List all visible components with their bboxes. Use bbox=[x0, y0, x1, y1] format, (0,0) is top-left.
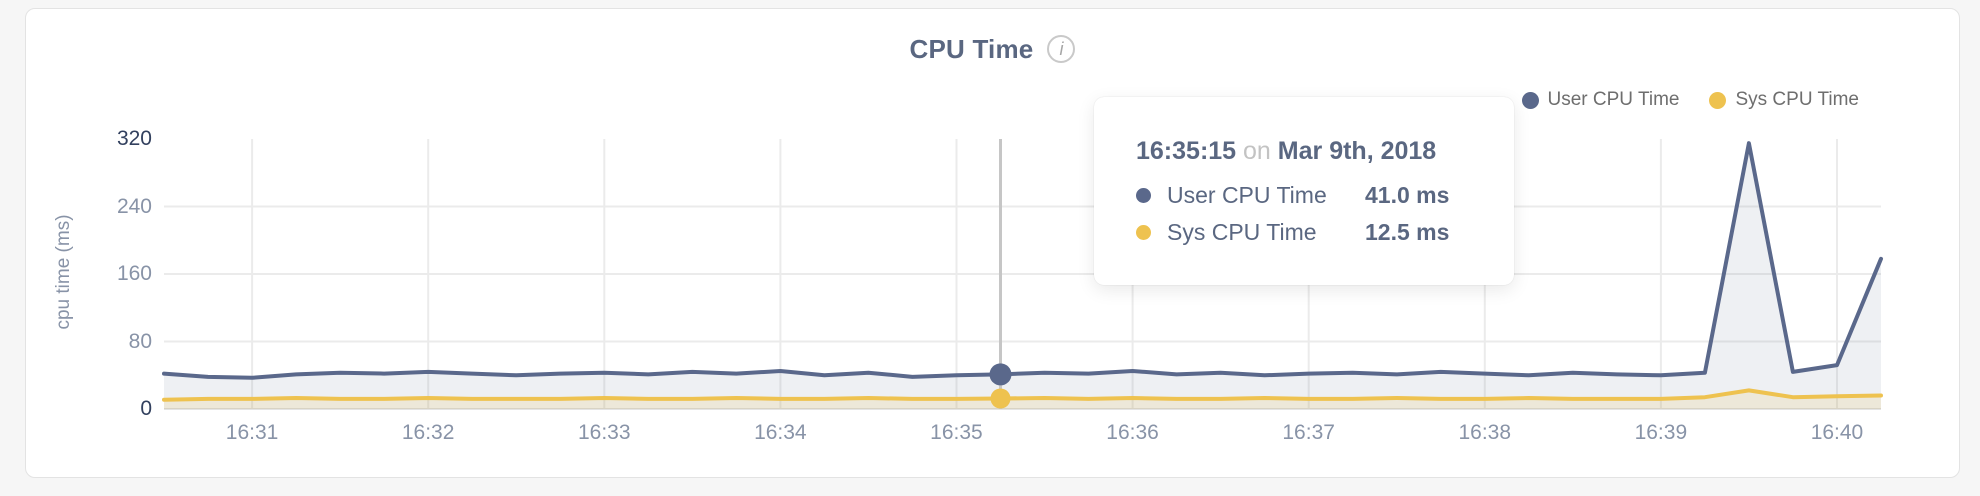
tooltip-user-value: 41.0 ms bbox=[1365, 182, 1450, 208]
tooltip-row-sys: Sys CPU Time 12.5 ms bbox=[1136, 219, 1514, 246]
x-axis-tick-label: 16:33 bbox=[577, 421, 631, 444]
user-series-dot-icon bbox=[1136, 188, 1151, 203]
y-axis-tick-label: 320 bbox=[116, 127, 152, 150]
x-axis-tick-label: 16:39 bbox=[1634, 421, 1688, 444]
tooltip-connector: on bbox=[1243, 137, 1271, 165]
chart-header: CPU Time i bbox=[26, 31, 1959, 67]
x-axis-tick-label: 16:40 bbox=[1810, 421, 1864, 444]
x-axis-tick-label: 16:36 bbox=[1106, 421, 1159, 444]
tooltip-title: 16:35:15 on Mar 9th, 2018 bbox=[1136, 137, 1514, 166]
cpu-time-chart-card: CPU Time i User CPU Time Sys CPU Time cp… bbox=[25, 8, 1960, 478]
tooltip-row-user: User CPU Time 41.0 ms bbox=[1136, 182, 1514, 209]
user-cpu-time-area bbox=[164, 143, 1881, 409]
tooltip-date: Mar 9th, 2018 bbox=[1277, 137, 1437, 165]
info-circle-icon[interactable]: i bbox=[1047, 35, 1076, 63]
sys-highlight-dot-icon[interactable] bbox=[990, 388, 1011, 409]
sys-cpu-time-line[interactable] bbox=[162, 388, 1883, 402]
tooltip-time: 16:35:15 bbox=[1136, 137, 1237, 165]
x-axis-tick-label: 16:32 bbox=[401, 421, 455, 444]
x-axis-tick-label: 16:37 bbox=[1282, 421, 1335, 444]
x-axis-tick-label: 16:35 bbox=[930, 421, 983, 444]
chart-tooltip: 16:35:15 on Mar 9th, 2018 User CPU Time … bbox=[1094, 97, 1514, 285]
user-series-dot-icon bbox=[1521, 91, 1539, 109]
sys-series-dot-icon bbox=[1709, 91, 1727, 109]
y-axis-tick-label: 160 bbox=[116, 262, 152, 285]
tooltip-user-label: User CPU Time bbox=[1167, 182, 1327, 208]
y-axis-tick-label: 240 bbox=[116, 194, 152, 218]
x-axis-tick-label: 16:31 bbox=[225, 421, 279, 444]
y-axis-label: cpu time (ms) bbox=[53, 214, 74, 330]
info-glyph: i bbox=[1059, 38, 1064, 59]
sys-series-dot-icon bbox=[1136, 225, 1151, 240]
user-highlight-dot-icon[interactable] bbox=[989, 363, 1012, 386]
chart-legend: User CPU Time Sys CPU Time bbox=[1521, 89, 1859, 111]
x-axis-tick-label: 16:34 bbox=[754, 421, 807, 444]
y-axis-tick-label: 80 bbox=[128, 329, 152, 353]
chart-title: CPU Time bbox=[909, 33, 1034, 64]
legend-item-sys-cpu-time[interactable]: Sys CPU Time bbox=[1709, 89, 1859, 111]
legend-label-user: User CPU Time bbox=[1547, 89, 1680, 110]
user-cpu-time-line[interactable] bbox=[162, 141, 1883, 380]
legend-label-sys: Sys CPU Time bbox=[1735, 89, 1859, 110]
x-axis-tick-label: 16:38 bbox=[1458, 421, 1512, 444]
legend-item-user-cpu-time[interactable]: User CPU Time bbox=[1521, 89, 1680, 111]
tooltip-sys-value: 12.5 ms bbox=[1365, 219, 1450, 245]
tooltip-sys-label: Sys CPU Time bbox=[1167, 219, 1317, 245]
y-axis-tick-label: 0 bbox=[140, 397, 152, 420]
plot-area[interactable] bbox=[162, 139, 1883, 410]
